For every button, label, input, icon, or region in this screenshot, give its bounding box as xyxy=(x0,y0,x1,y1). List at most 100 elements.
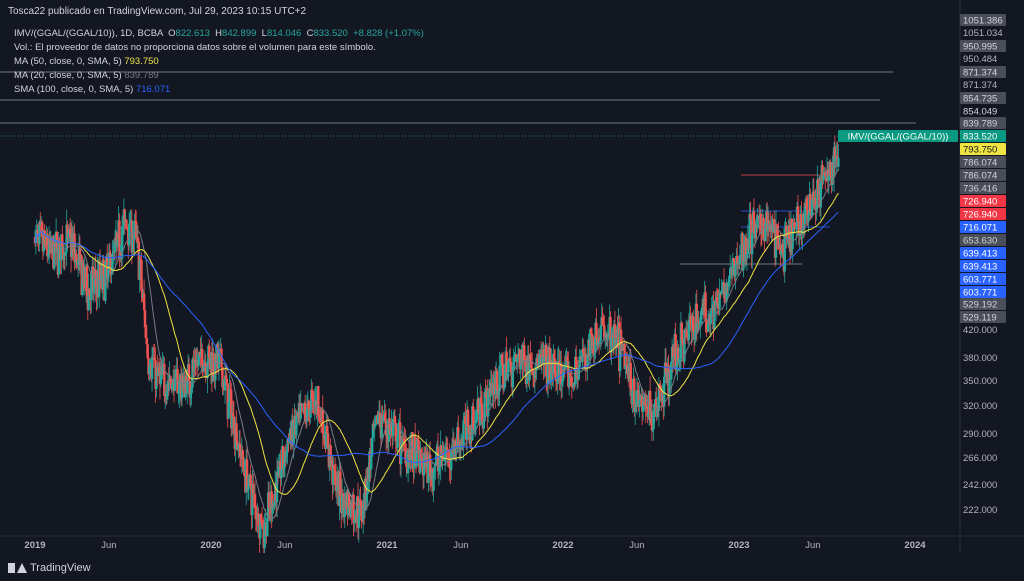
candle-body xyxy=(226,383,229,419)
candle-body xyxy=(217,350,221,369)
candle-body xyxy=(479,397,482,426)
candle-body xyxy=(589,329,592,357)
candle-body xyxy=(283,450,287,465)
candle-body xyxy=(259,514,263,522)
candle-body xyxy=(696,321,699,330)
candle-body xyxy=(516,357,520,359)
candle-body xyxy=(710,308,713,311)
ma20-label: MA (20, close, 0, SMA, 5) xyxy=(14,70,122,81)
candle-body xyxy=(416,438,419,441)
candle-body xyxy=(92,278,96,293)
candle-body xyxy=(754,223,757,239)
candle-body xyxy=(285,451,288,457)
ma50-row[interactable]: MA (50, close, 0, SMA, 5) 793.750 xyxy=(14,55,424,69)
candle-body xyxy=(238,443,242,458)
candle-body xyxy=(118,220,121,259)
candle-body xyxy=(454,440,457,448)
candle-body xyxy=(260,521,264,526)
candle-body xyxy=(834,157,837,160)
candle-body xyxy=(633,378,636,413)
candle-body xyxy=(193,359,196,372)
candle-body xyxy=(148,365,151,375)
candle-body xyxy=(548,347,551,382)
candle-body xyxy=(116,239,119,247)
price-badge-bg xyxy=(960,14,1006,26)
candle-body xyxy=(727,281,730,287)
candle-body xyxy=(62,253,66,260)
candle-body xyxy=(382,415,385,421)
candle-body xyxy=(466,409,470,427)
candle-body xyxy=(732,258,735,261)
candle-body xyxy=(397,425,400,436)
price-badge-bg xyxy=(960,130,1006,142)
candle-body xyxy=(61,246,65,260)
close-value: 833.520 xyxy=(313,28,348,39)
price-chart[interactable]: 1051.034 950.484 871.374 420.000 380.000 350.… xyxy=(0,0,1024,553)
candle-body xyxy=(85,266,89,296)
candle-body xyxy=(388,418,391,430)
candle-body xyxy=(814,198,817,211)
candle-body xyxy=(384,413,387,421)
price-badge: 854.049 xyxy=(963,107,997,118)
candle-body xyxy=(780,251,783,255)
candle-body xyxy=(438,466,441,468)
candle-body xyxy=(321,410,324,434)
candle-body xyxy=(372,423,375,427)
candle-body xyxy=(592,337,595,355)
candle-body xyxy=(677,348,680,362)
candle-body xyxy=(143,309,147,328)
candle-body xyxy=(687,319,691,341)
candle-body xyxy=(150,358,154,380)
x-tick-label: 2023 xyxy=(728,540,749,551)
candle-body xyxy=(174,369,177,379)
candle-body xyxy=(610,337,613,353)
candle-body xyxy=(797,221,801,236)
candle-body xyxy=(65,224,68,252)
candle-body xyxy=(707,323,710,332)
candle-body xyxy=(190,387,193,394)
candle-body xyxy=(249,474,252,487)
candle-body xyxy=(509,361,513,373)
candle-body xyxy=(821,165,824,181)
ma20-row[interactable]: MA (20, close, 0, SMA, 5) 839.789 xyxy=(14,69,424,83)
candle-body xyxy=(282,464,286,470)
candle-body xyxy=(188,381,192,398)
candle-body xyxy=(281,446,285,470)
candle-body xyxy=(786,237,789,239)
candle-body xyxy=(237,445,240,450)
candle-body xyxy=(360,505,363,521)
tradingview-logo[interactable]: TradingView xyxy=(8,562,91,574)
candle-body xyxy=(109,253,112,274)
ma50-value: 793.750 xyxy=(124,56,159,67)
candle-body xyxy=(668,371,671,396)
price-badge-bg xyxy=(960,169,1006,181)
candle-body xyxy=(651,429,654,431)
candle-body xyxy=(47,254,50,257)
candle-body xyxy=(44,244,47,246)
candle-body xyxy=(46,233,49,257)
candle-body xyxy=(326,433,330,448)
price-badge-bg xyxy=(960,311,1006,323)
candle-body xyxy=(507,360,510,373)
candle-body xyxy=(683,329,686,362)
candle-body xyxy=(229,388,232,390)
candle-body xyxy=(599,325,603,341)
candle-body xyxy=(380,414,383,438)
close-label: C xyxy=(306,28,314,39)
candle-body xyxy=(652,409,655,430)
sma100-row[interactable]: SMA (100, close, 0, SMA, 5) 716.071 xyxy=(14,83,424,97)
candle-body xyxy=(609,316,612,353)
candle-body xyxy=(159,365,163,385)
candle-body xyxy=(263,522,266,549)
candle-body xyxy=(720,290,723,294)
sma100-line xyxy=(34,212,839,464)
candle-body xyxy=(153,358,156,361)
price-badge-bg xyxy=(960,117,1006,129)
candle-body xyxy=(837,157,840,167)
candle-body xyxy=(393,415,397,424)
candle-body xyxy=(774,224,778,258)
candle-body xyxy=(432,471,435,491)
symbol-label[interactable]: IMV/(GGAL/(GGAL/10)), 1D, BCBA xyxy=(14,28,163,39)
x-tick-label: 2022 xyxy=(552,540,573,551)
candle-body xyxy=(829,161,832,177)
